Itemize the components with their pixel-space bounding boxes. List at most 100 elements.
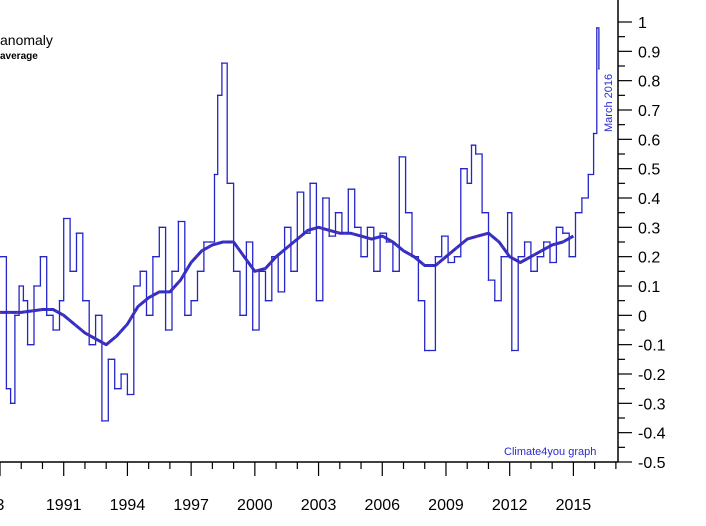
anomaly-point — [530, 270, 532, 273]
anomaly-point — [423, 349, 426, 352]
x-tick-label: 2006 — [364, 497, 400, 514]
anomaly-point — [334, 211, 337, 214]
anomaly-point — [549, 261, 551, 264]
anomaly-point — [177, 220, 180, 223]
anomaly-point — [536, 255, 539, 258]
anomaly-point — [52, 329, 54, 331]
anomaly-point — [126, 393, 129, 396]
anomaly-point — [542, 241, 545, 243]
anomaly-point — [94, 314, 97, 317]
anomaly-point — [190, 299, 192, 302]
y-ticks: 1 0.9 0.8 0.7 0.6 0.5 0.4 0.3 0.2 0.1 0 -0.1 -0.2 -0.… — [618, 15, 666, 472]
anomaly-point — [500, 255, 502, 258]
anomaly-point — [434, 255, 437, 258]
anomaly-point — [385, 241, 388, 243]
anomaly-point — [14, 314, 16, 317]
anomaly-point — [598, 68, 600, 70]
anomaly-point — [139, 270, 141, 273]
y-tick-label: -0.3 — [638, 396, 666, 413]
anomaly-point — [474, 153, 477, 155]
anomaly-point — [152, 255, 154, 258]
y-tick-label: 0.9 — [638, 44, 660, 61]
anomaly-point — [517, 255, 519, 258]
anomaly-point — [75, 232, 78, 234]
anomaly-point — [203, 241, 205, 243]
anomaly-point — [5, 387, 8, 390]
anomaly-point — [487, 279, 490, 281]
anomaly-point — [595, 27, 598, 29]
anomaly-point — [39, 255, 42, 258]
anomaly-point — [322, 197, 324, 199]
annotation-credit: Climate4you graph — [504, 446, 596, 458]
anomaly-point — [251, 329, 254, 331]
y-tick-label: 0.6 — [638, 132, 660, 149]
anomaly-point — [347, 188, 350, 190]
x-tick-label: 2009 — [428, 497, 464, 514]
anomaly-point — [145, 314, 148, 317]
legend-label-anomaly: anomaly — [0, 32, 53, 48]
anomaly-point — [366, 226, 369, 229]
legend-label-average: average — [0, 51, 38, 62]
y-tick-label: 0.8 — [638, 74, 660, 91]
y-tick-label: -0.5 — [638, 455, 666, 472]
anomaly-point — [164, 329, 167, 331]
anomaly-point — [209, 241, 212, 243]
annotation-march-2016: March 2016 — [603, 74, 615, 132]
anomaly-point — [404, 211, 407, 214]
series-line-anomaly — [0, 27, 600, 422]
anomaly-point — [0, 255, 1, 258]
anomaly-point — [216, 94, 219, 97]
anomaly-point — [232, 270, 235, 273]
x-tick-label: 3 — [0, 497, 5, 514]
anomaly-point — [587, 173, 590, 176]
y-tick-label: 0.7 — [638, 103, 660, 120]
anomaly-point — [315, 299, 318, 302]
y-tick-label: 1 — [638, 15, 647, 32]
y-tick-label: 0.3 — [638, 220, 660, 237]
anomaly-point — [360, 255, 362, 258]
anomaly-point — [555, 226, 558, 229]
anomaly-point — [213, 173, 216, 176]
anomaly-point — [379, 232, 381, 234]
anomaly-point — [581, 197, 583, 199]
anomaly-point — [158, 226, 161, 229]
y-tick-label: 0.2 — [638, 250, 660, 267]
anomaly-point — [239, 314, 241, 317]
anomaly-point — [453, 255, 456, 258]
anomaly-point — [481, 211, 483, 214]
anomaly-point — [470, 144, 473, 146]
y-tick-label: 0.4 — [638, 191, 660, 208]
x-tick-label: 2003 — [301, 497, 337, 514]
anomaly-point — [113, 387, 116, 390]
anomaly-point — [45, 314, 48, 317]
anomaly-point — [398, 156, 401, 158]
anomaly-point — [22, 299, 25, 302]
anomaly-point — [506, 211, 509, 214]
x-tick-label: 1991 — [46, 497, 82, 514]
anomaly-point — [428, 349, 430, 352]
anomaly-point — [58, 299, 61, 302]
anomaly-point — [328, 235, 330, 237]
x-tick-label: 2012 — [492, 497, 528, 514]
y-tick-label: -0.1 — [638, 338, 666, 355]
anomaly-point — [309, 182, 311, 185]
y-tick-label: 0 — [638, 308, 647, 325]
x-tick-label: 2015 — [556, 497, 592, 514]
anomaly-point — [511, 349, 513, 352]
y-tick-label: -0.4 — [638, 426, 666, 443]
y-tick-label: 0.5 — [638, 162, 660, 179]
x-tick-label: 2000 — [237, 497, 273, 514]
anomaly-point — [107, 358, 110, 361]
anomaly-point — [69, 270, 71, 273]
anomaly-point — [226, 182, 229, 185]
anomaly-point — [82, 299, 84, 302]
anomaly-point — [296, 191, 299, 193]
anomaly-point — [568, 255, 570, 258]
anomaly-point — [9, 402, 12, 405]
y-tick-label: 0.1 — [638, 279, 660, 296]
anomaly-point — [277, 291, 280, 293]
anomaly-point — [574, 211, 577, 214]
anomaly-point — [447, 261, 449, 264]
anomaly-point — [290, 270, 292, 273]
anomaly-point — [283, 226, 286, 229]
